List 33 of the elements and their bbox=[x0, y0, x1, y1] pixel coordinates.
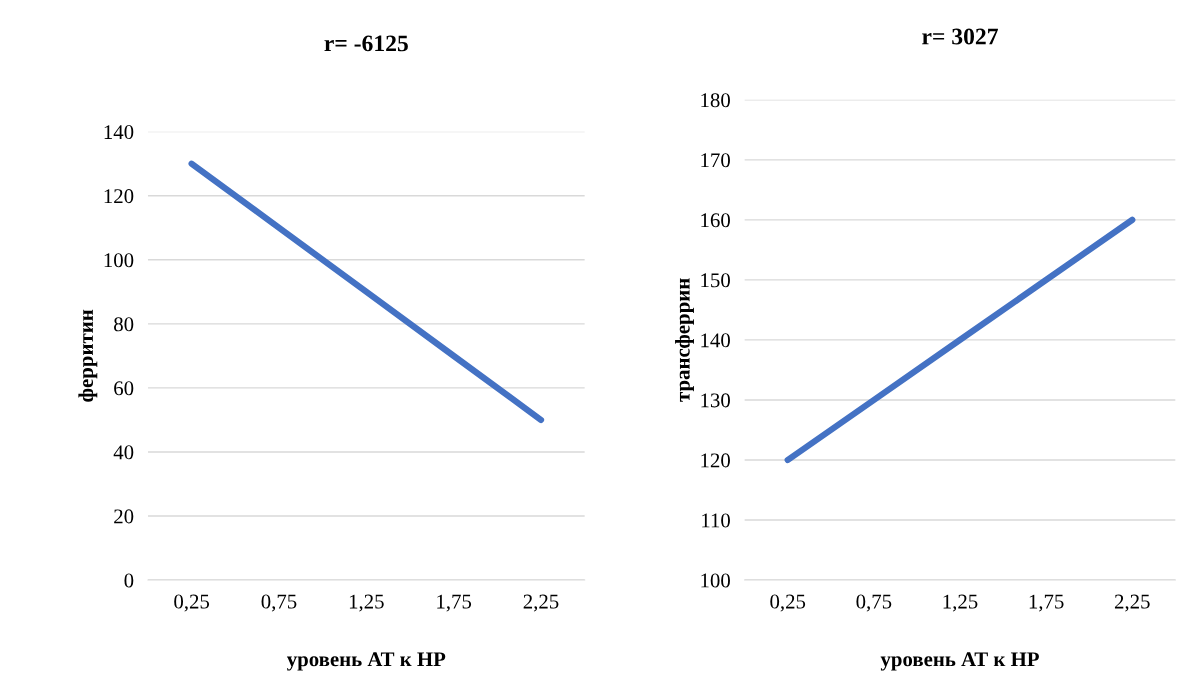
y-tick-label: 40 bbox=[113, 445, 134, 460]
x-tick-label: 2,25 bbox=[1114, 594, 1150, 612]
y-tick-label: 80 bbox=[114, 317, 134, 332]
x-tick-label: 0,25 bbox=[770, 594, 806, 612]
x-tick-label: 1,25 bbox=[943, 594, 978, 612]
y-tick-label: 60 bbox=[114, 381, 134, 396]
y-tick-label: 140 bbox=[104, 125, 134, 140]
x-tick-label: 0,25 bbox=[174, 594, 210, 612]
x-tick-label: 0,75 bbox=[261, 594, 297, 612]
y-tick-label: 100 bbox=[701, 573, 730, 588]
y-axis-title: ферритин bbox=[78, 309, 98, 402]
y-tick-label: 120 bbox=[104, 189, 134, 204]
x-axis-title: уровень АТ к НР bbox=[880, 652, 1039, 671]
y-tick-label: 170 bbox=[701, 153, 730, 168]
chart-title: r= -6125 bbox=[324, 35, 408, 52]
x-tick-label: 1,75 bbox=[1029, 594, 1064, 612]
x-tick-label: 2,25 bbox=[523, 594, 559, 612]
y-tick-label: 140 bbox=[701, 333, 730, 348]
x-tick-label: 1,25 bbox=[349, 594, 384, 612]
y-tick-label: 160 bbox=[701, 213, 730, 228]
y-tick-label: 20 bbox=[114, 509, 134, 524]
y-tick-label: 0 bbox=[124, 573, 134, 588]
x-tick-label: 0,75 bbox=[856, 594, 892, 612]
chart-title: r= 3027 bbox=[922, 28, 998, 45]
y-tick-label: 100 bbox=[104, 253, 134, 268]
y-tick-label: 130 bbox=[701, 393, 730, 408]
y-tick-label: 120 bbox=[701, 453, 730, 468]
x-axis-title: уровень АТ к НР bbox=[286, 652, 446, 671]
y-tick-label: 180 bbox=[701, 93, 730, 108]
y-tick-label: 150 bbox=[701, 273, 730, 288]
y-axis-title: трансферрин bbox=[675, 278, 694, 402]
x-tick-label: 1,75 bbox=[437, 594, 472, 612]
y-tick-label: 110 bbox=[702, 513, 730, 528]
